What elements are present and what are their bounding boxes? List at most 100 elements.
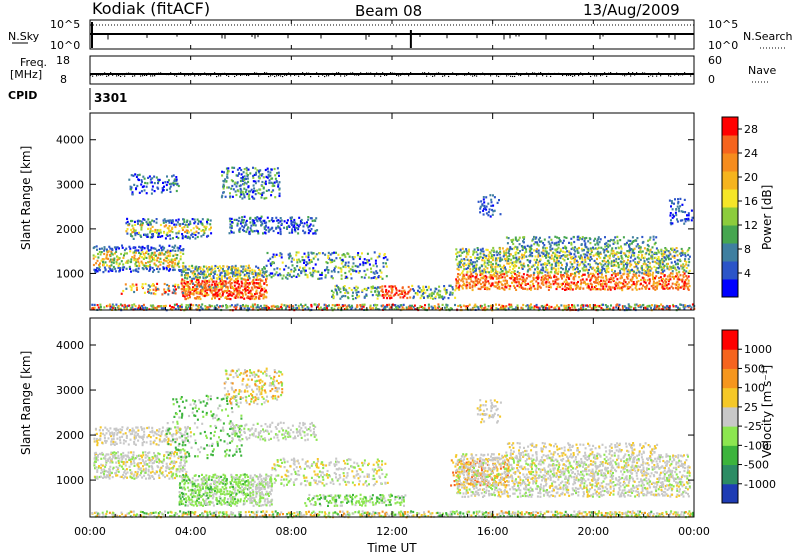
- power-cell: [251, 271, 254, 274]
- power-cell: [164, 237, 167, 240]
- power-cell: [202, 229, 205, 232]
- power-cell: [435, 288, 438, 291]
- power-cell: [347, 297, 350, 300]
- power-cell: [229, 195, 232, 198]
- power-cell: [133, 246, 135, 249]
- power-cell: [684, 279, 687, 282]
- power-cell: [505, 305, 508, 308]
- power-cell: [622, 264, 625, 267]
- power-cell: [585, 268, 588, 271]
- power-cell: [463, 258, 466, 261]
- power-cell: [274, 255, 277, 258]
- power-cell: [512, 257, 515, 260]
- power-cell: [529, 288, 532, 291]
- power-cell: [274, 273, 277, 276]
- power-cell: [186, 229, 189, 232]
- power-cell: [262, 270, 265, 273]
- nave-point: [544, 73, 546, 75]
- power-cell: [654, 241, 657, 244]
- nave-point: [96, 75, 98, 77]
- power-cell: [182, 261, 185, 265]
- power-cell: [643, 247, 646, 250]
- power-cell: [569, 274, 572, 278]
- power-cell: [593, 286, 596, 289]
- power-cell: [473, 251, 475, 254]
- power-cell: [194, 233, 197, 237]
- power-cell: [619, 277, 622, 280]
- power-cell: [493, 196, 496, 199]
- power-cell: [620, 254, 623, 257]
- power-cell: [215, 287, 218, 290]
- power-cell: [365, 287, 368, 291]
- power-cell: [248, 281, 251, 285]
- power-cell: [545, 282, 548, 285]
- power-cell: [567, 287, 570, 290]
- power-cell: [311, 252, 314, 255]
- power-cell: [251, 219, 254, 222]
- power-cell: [182, 252, 185, 255]
- nave-point: [686, 73, 688, 75]
- power-cell: [461, 259, 464, 262]
- power-cell: [314, 263, 317, 266]
- power-cell: [233, 305, 236, 309]
- power-cell: [296, 261, 299, 264]
- power-cell: [669, 278, 672, 281]
- power-cell: [617, 305, 620, 308]
- nave-point: [554, 72, 556, 75]
- power-cell: [427, 285, 430, 288]
- power-cell: [490, 198, 493, 201]
- power-cell: [140, 249, 143, 252]
- power-cell: [504, 268, 507, 271]
- power-cell: [630, 248, 633, 251]
- power-cell: [606, 244, 608, 247]
- power-cell: [381, 293, 384, 297]
- power-cell: [495, 277, 498, 280]
- power-cell: [687, 282, 690, 285]
- power-cell: [444, 290, 447, 293]
- power-cell: [112, 261, 115, 264]
- power-cell: [512, 271, 515, 274]
- power-cell: [489, 215, 492, 218]
- power-cell: [631, 236, 634, 239]
- power-cell: [270, 262, 273, 266]
- power-cell: [200, 229, 203, 232]
- power-cell: [569, 261, 572, 264]
- power-cell: [166, 255, 169, 258]
- power-cell: [243, 306, 246, 310]
- power-cell: [159, 253, 162, 256]
- power-cell: [201, 307, 204, 310]
- power-cell: [131, 283, 134, 286]
- power-cell: [220, 288, 223, 291]
- power-cell: [589, 304, 591, 307]
- power-cell: [466, 252, 468, 255]
- power-cell: [646, 264, 649, 267]
- power-cell: [180, 305, 183, 309]
- nave-point: [484, 74, 486, 76]
- nave-point: [356, 74, 358, 76]
- power-cell: [159, 228, 162, 232]
- nave-point: [498, 75, 500, 78]
- nave-point: [152, 75, 154, 77]
- power-cell: [465, 281, 468, 284]
- power-cell: [370, 290, 373, 293]
- power-cell: [132, 284, 135, 287]
- power-cell: [344, 263, 347, 267]
- power-cell: [210, 226, 212, 229]
- power-cell: [161, 252, 163, 255]
- power-cell: [104, 268, 107, 271]
- power-cell: [238, 230, 241, 233]
- power-cell: [179, 305, 182, 308]
- nave-point: [400, 74, 402, 76]
- nave-point: [636, 72, 638, 74]
- power-cell: [448, 293, 451, 296]
- power-cell: [428, 307, 430, 310]
- power-cell: [255, 306, 258, 309]
- power-cell: [270, 264, 272, 267]
- power-cell: [236, 181, 239, 184]
- power-cell: [551, 241, 554, 244]
- power-cell: [351, 306, 354, 309]
- power-cell: [476, 280, 479, 283]
- power-cell: [244, 287, 247, 290]
- power-cell: [229, 223, 232, 226]
- power-cell: [447, 297, 450, 300]
